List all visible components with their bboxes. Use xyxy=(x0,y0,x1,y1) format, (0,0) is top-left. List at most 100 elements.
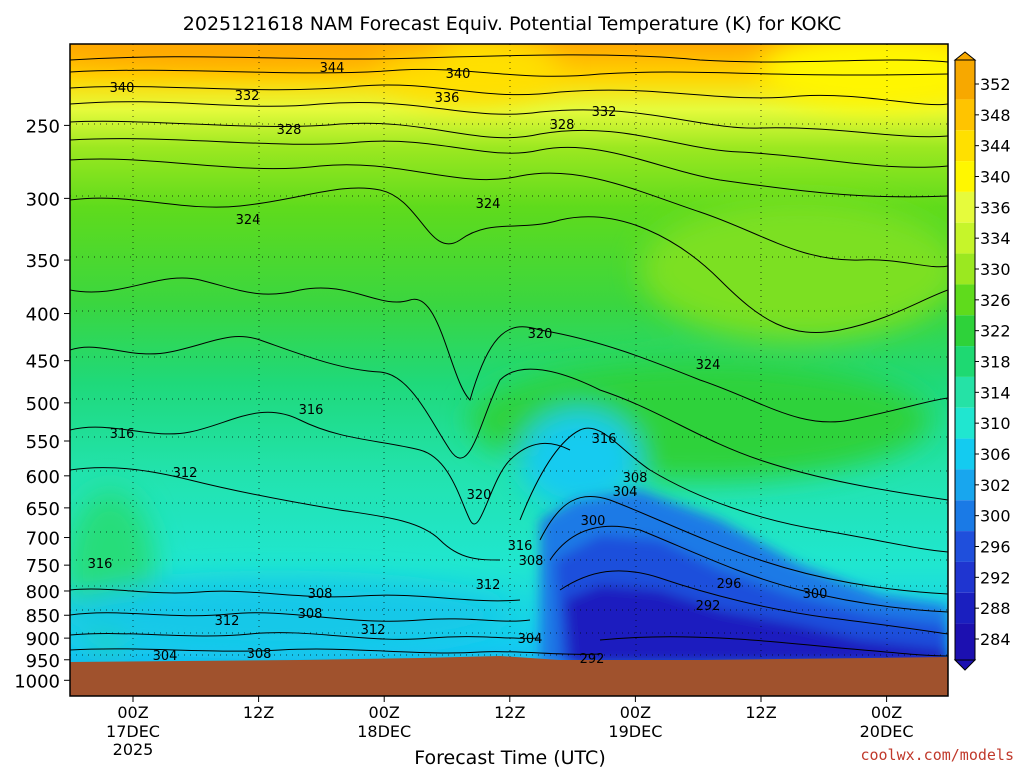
contour-label: 292 xyxy=(580,652,605,667)
colorbar-swatch xyxy=(955,284,975,316)
x-tick-hour: 00Z xyxy=(620,703,651,722)
credit-text: coolwx.com/models xyxy=(860,746,1014,764)
contour-line xyxy=(70,54,948,63)
contour-label: 336 xyxy=(435,91,460,106)
colorbar-label: 330 xyxy=(980,260,1011,279)
field-blobs xyxy=(70,44,948,650)
contour-line xyxy=(519,427,948,553)
colorbar-swatch xyxy=(955,500,975,532)
contour-label: 308 xyxy=(247,647,272,662)
colorbar-swatch xyxy=(955,407,975,439)
contour-label: 300 xyxy=(581,514,606,529)
contour-lines xyxy=(70,54,948,657)
x-tick-date: 20DEC xyxy=(860,722,914,741)
colorbar-swatch xyxy=(955,161,975,192)
y-tick-label: 400 xyxy=(26,305,60,326)
colorbar-swatch xyxy=(955,60,975,100)
colorbar-label: 340 xyxy=(980,168,1011,187)
contour-label: 320 xyxy=(528,327,553,342)
contour-line xyxy=(70,277,948,423)
y-tick-label: 800 xyxy=(26,582,60,603)
colorbar-swatch xyxy=(955,191,975,223)
colorbar-swatch xyxy=(955,469,975,501)
contour-label: 332 xyxy=(235,89,260,104)
x-axis-label: Forecast Time (UTC) xyxy=(414,747,605,768)
colorbar-label: 300 xyxy=(980,507,1011,526)
contour-line xyxy=(70,138,948,198)
x-tick-date: 17DEC xyxy=(106,722,160,741)
y-tick-label: 600 xyxy=(26,467,60,488)
contour-line xyxy=(559,570,948,635)
colorbar-swatch xyxy=(955,222,975,254)
blob-center-cyan xyxy=(520,410,640,510)
colorbar-swatch xyxy=(955,531,975,562)
contour-line xyxy=(70,158,948,268)
colorbar-swatch xyxy=(955,376,975,408)
colorbar-swatch xyxy=(955,130,975,162)
grid-lines xyxy=(70,44,948,696)
contour-line xyxy=(70,612,531,622)
colorbar-label: 310 xyxy=(980,414,1011,433)
y-axis: 2503003504004505005506006507007508008509… xyxy=(14,116,70,692)
colorbar-label: 334 xyxy=(980,229,1011,248)
colorbar-swatch xyxy=(955,623,975,660)
y-tick-label: 500 xyxy=(26,394,60,415)
colorbar-label: 318 xyxy=(980,353,1011,372)
cold-pool-core xyxy=(565,585,948,665)
contour-label: 304 xyxy=(518,632,543,647)
contour-label: 308 xyxy=(519,554,544,569)
colorbar-label: 352 xyxy=(980,75,1011,94)
contour-label: 312 xyxy=(476,578,501,593)
contour-label: 340 xyxy=(110,81,135,96)
x-tick-hour: 12Z xyxy=(243,703,274,722)
y-tick-label: 550 xyxy=(26,432,60,453)
colorbar-label: 284 xyxy=(980,630,1011,649)
contour-label: 304 xyxy=(153,649,178,664)
contour-label: 316 xyxy=(508,539,533,554)
colorbar-label: 296 xyxy=(980,538,1011,557)
contour-label: 296 xyxy=(717,577,742,592)
contour-line xyxy=(70,588,521,602)
x-tick-hour: 00Z xyxy=(871,703,902,722)
contour-line xyxy=(70,68,948,77)
colorbar-label: 326 xyxy=(980,291,1011,310)
y-tick-label: 650 xyxy=(26,499,60,520)
colorbar-bottom-arrow xyxy=(953,659,977,671)
contour-line xyxy=(599,636,948,657)
blob-mid-right-green xyxy=(640,200,948,340)
colorbar-top-arrow xyxy=(953,51,977,61)
contour-line xyxy=(549,525,948,613)
terrain xyxy=(70,656,948,696)
contour-label: 308 xyxy=(308,587,333,602)
y-tick-label: 250 xyxy=(26,116,60,137)
y-tick-label: 450 xyxy=(26,352,60,373)
y-tick-label: 900 xyxy=(26,629,60,650)
y-tick-label: 1000 xyxy=(14,671,60,692)
contour-line xyxy=(70,101,948,138)
colorbar-swatch xyxy=(955,253,975,285)
colorbar: 352 348 344 340 336 334 330 326 322 318 314 310 306 3… xyxy=(953,51,1011,671)
contour-label: 308 xyxy=(298,607,323,622)
colorbar-label: 322 xyxy=(980,322,1011,341)
x-tick-hour: 00Z xyxy=(117,703,148,722)
contour-line xyxy=(70,648,601,655)
contour-label: 324 xyxy=(476,197,501,212)
contour-label: 316 xyxy=(299,403,324,418)
colorbar-label: 348 xyxy=(980,106,1011,125)
contour-label: 332 xyxy=(592,105,617,120)
x-tick-hour: 00Z xyxy=(369,703,400,722)
contour-label: 328 xyxy=(550,118,575,133)
contour-label: 344 xyxy=(320,61,345,76)
colorbar-swatch xyxy=(955,315,975,347)
contour-label: 320 xyxy=(467,488,492,503)
contour-label: 292 xyxy=(696,599,721,614)
colorbar-swatch xyxy=(955,592,975,624)
cold-pool xyxy=(540,490,948,665)
y-tick-label: 950 xyxy=(26,651,60,672)
blob-upper-center-yellow xyxy=(380,44,560,105)
colorbar-label: 336 xyxy=(980,198,1011,217)
